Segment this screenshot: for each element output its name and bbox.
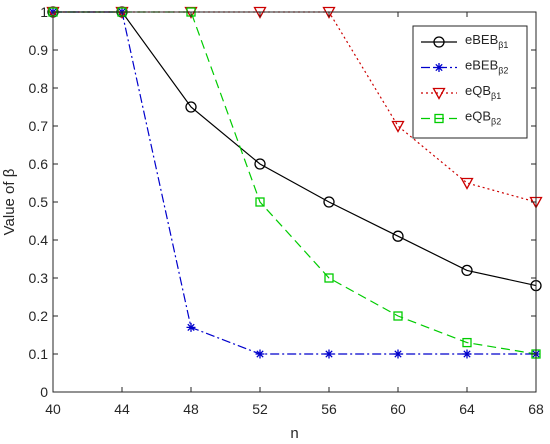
- legend-item: eBEBβ1: [421, 32, 508, 50]
- data-point: [255, 349, 265, 359]
- data-point: [393, 311, 403, 321]
- data-point: [462, 337, 472, 348]
- x-tick-label: 68: [528, 401, 544, 417]
- data-point: [324, 349, 334, 359]
- y-tick-label: 0.4: [29, 232, 49, 248]
- data-point: [391, 120, 405, 133]
- legend-box: [412, 25, 528, 139]
- y-tick-label: 0.1: [29, 346, 49, 362]
- data-point: [392, 230, 404, 242]
- x-tick-label: 44: [114, 401, 130, 417]
- data-point: [185, 101, 197, 113]
- data-point: [186, 322, 196, 332]
- series-line: [53, 11, 537, 287]
- x-tick-label: 60: [390, 401, 406, 417]
- x-tick-label: 52: [252, 401, 268, 417]
- y-tick-label: 0.9: [29, 42, 49, 58]
- legend-marker: [433, 36, 445, 48]
- legend-marker: [434, 63, 444, 72]
- legend-item: eQBβ2: [421, 109, 501, 127]
- x-tick-label: 40: [45, 401, 61, 417]
- legend-label: eBEBβ1: [465, 32, 508, 50]
- y-tick-label: 0: [40, 384, 48, 400]
- y-tick-label: 0.5: [29, 194, 49, 210]
- data-point: [255, 197, 265, 207]
- data-point: [324, 273, 334, 283]
- legend: eBEBβ1 eBEBβ2 eQBβ1 eQBβ2: [412, 25, 528, 139]
- y-axis-label: Value of β: [1, 168, 18, 235]
- x-tick-label: 64: [459, 401, 475, 417]
- y-tick-label: 0.3: [29, 270, 49, 286]
- legend-marker: [432, 87, 446, 100]
- y-tick-label: 0.6: [29, 156, 49, 172]
- legend-item: eBEBβ2: [421, 58, 508, 76]
- y-tick-label: 0.7: [29, 118, 49, 134]
- legend-label: eQBβ2: [465, 109, 501, 127]
- data-point: [462, 349, 472, 359]
- data-point: [461, 264, 473, 277]
- data-point: [393, 349, 403, 359]
- y-tick-label: 0.8: [29, 80, 49, 96]
- x-tick-label: 56: [321, 401, 337, 417]
- legend-marker: [434, 113, 444, 124]
- ticks-layer: [52, 11, 537, 393]
- series-line: [53, 11, 536, 355]
- legend-item: eQBβ1: [421, 83, 501, 101]
- data-point: [460, 177, 474, 190]
- y-tick-label: 0.2: [29, 308, 49, 324]
- x-axis-label: n: [290, 425, 298, 442]
- legend-label: eQBβ1: [465, 83, 501, 101]
- y-tick-label: 1: [40, 4, 48, 20]
- legend-label: eBEBβ2: [465, 58, 508, 76]
- x-tick-label: 48: [183, 401, 199, 417]
- tick-labels: 40 44 48 52 56 60 64 68 0 0.1 0.2 0.3 0.4 0.5 0.6 0.7 0.…: [29, 4, 544, 417]
- data-point: [323, 196, 335, 208]
- data-point: [254, 158, 266, 170]
